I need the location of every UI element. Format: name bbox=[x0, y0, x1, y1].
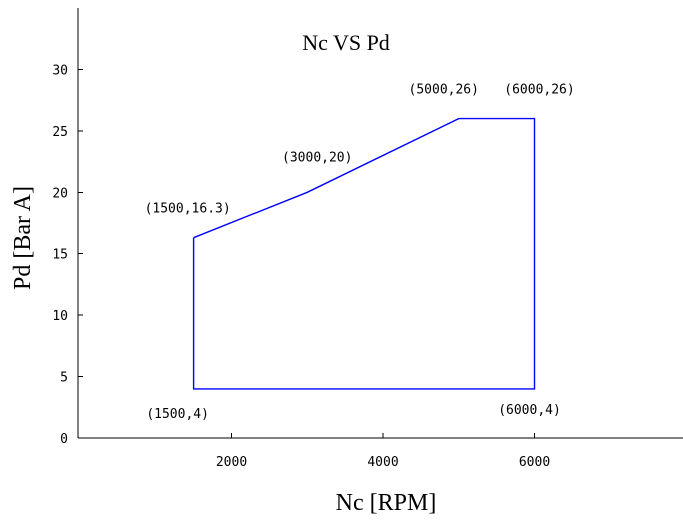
y-tick-label: 10 bbox=[52, 309, 68, 324]
y-axis-label: Pd [Bar A] bbox=[10, 186, 36, 290]
point-annotation: (6000,26) bbox=[504, 83, 574, 98]
x-ticks: 2000 4000 6000 bbox=[216, 433, 550, 470]
point-annotation: (1500,16.3) bbox=[145, 202, 231, 217]
annotation-layer: (1500,16.3) (3000,20) (5000,26) (6000,26) (1… bbox=[145, 83, 575, 422]
point-annotation: (1500,4) bbox=[146, 407, 209, 422]
y-tick-label: 15 bbox=[52, 248, 68, 263]
axes bbox=[77, 8, 683, 439]
point-annotation: (3000,20) bbox=[282, 150, 352, 165]
x-tick-label: 4000 bbox=[367, 455, 398, 470]
y-tick-label: 30 bbox=[52, 63, 68, 78]
y-tick-label: 5 bbox=[60, 371, 68, 386]
y-tick-label: 0 bbox=[60, 432, 68, 447]
y-tick-label: 25 bbox=[52, 125, 68, 140]
chart-title: Nc VS Pd bbox=[302, 30, 390, 55]
series-line bbox=[192, 117, 536, 390]
point-annotation: (6000,4) bbox=[498, 403, 561, 418]
point-annotation: (5000,26) bbox=[409, 83, 479, 98]
y-ticks: 0 5 10 15 20 25 30 bbox=[52, 63, 83, 447]
y-tick-label: 20 bbox=[52, 186, 68, 201]
x-tick-label: 2000 bbox=[216, 455, 247, 470]
series-layer bbox=[192, 117, 536, 390]
x-tick-label: 6000 bbox=[519, 455, 550, 470]
x-axis-label: Nc [RPM] bbox=[336, 490, 437, 516]
